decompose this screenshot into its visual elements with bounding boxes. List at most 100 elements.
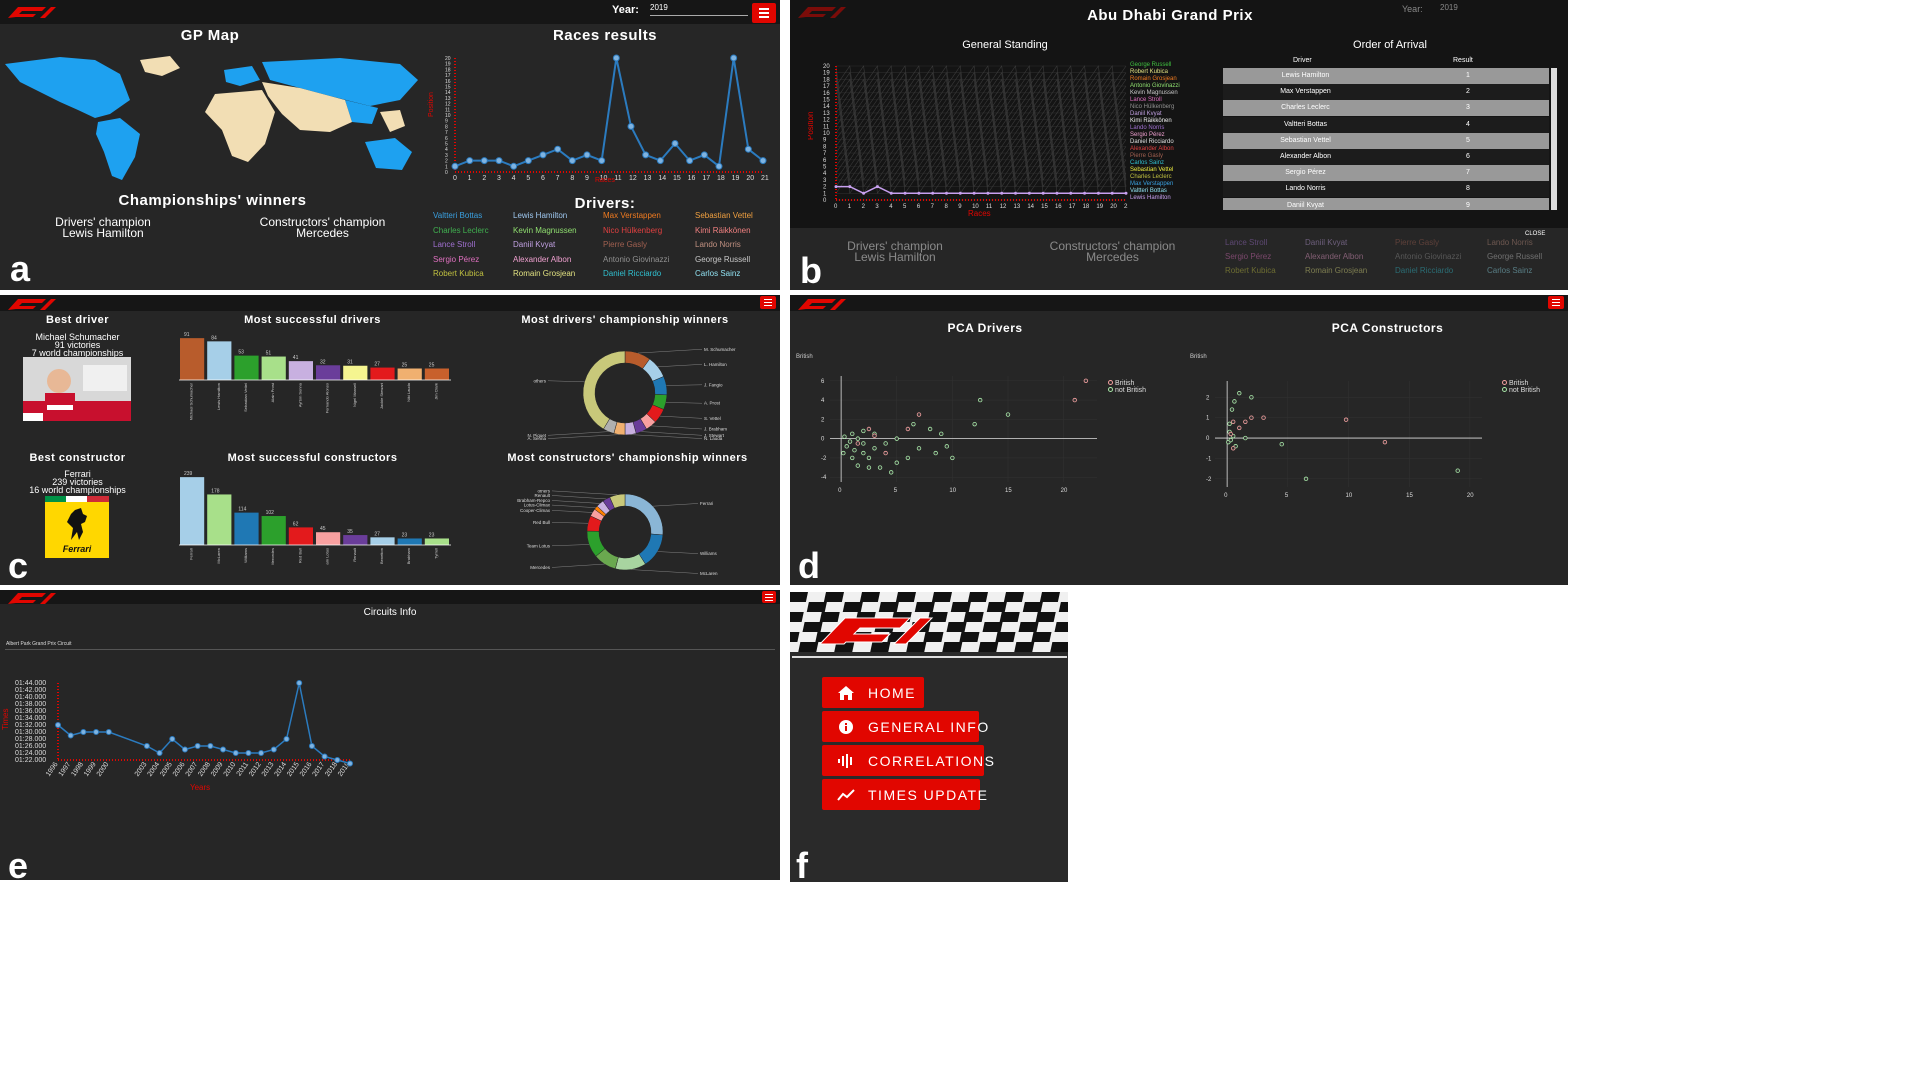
driver-legend-item[interactable]: Sergio Pérez bbox=[433, 254, 480, 264]
standing-legend-item[interactable]: Lance Stroll bbox=[1130, 97, 1162, 103]
standing-legend-item[interactable]: Daniel Ricciardo bbox=[1130, 139, 1174, 145]
bar bbox=[207, 341, 232, 380]
f1-logo-icon[interactable] bbox=[796, 5, 848, 19]
table-row[interactable]: Daniil Kvyat 9 bbox=[1223, 197, 1549, 210]
tick-label: 2 bbox=[445, 159, 448, 165]
driver-legend-item[interactable]: Antonio Giovinazzi bbox=[603, 254, 670, 264]
flag-square bbox=[823, 592, 844, 602]
tick-label: 1 bbox=[1206, 416, 1210, 422]
driver-legend-item[interactable]: Lando Norris bbox=[695, 240, 741, 249]
world-map[interactable] bbox=[0, 52, 425, 187]
tick-label: 6 bbox=[445, 136, 448, 142]
standing-legend-item[interactable]: Max Verstappen bbox=[1130, 181, 1174, 187]
menu-icon[interactable] bbox=[1548, 296, 1564, 309]
standing-legend-item[interactable]: Charles Leclerc bbox=[1130, 174, 1172, 180]
table-row[interactable]: Alexander Albon 6 bbox=[1223, 149, 1549, 165]
driver-legend-item[interactable]: Robert Kubica bbox=[433, 269, 484, 278]
constructors-bar-chart[interactable]: 239 Ferrari 178 McLaren 114 Williams 102 Merced… bbox=[175, 470, 455, 565]
driver-legend-item[interactable]: Max Verstappen bbox=[603, 211, 661, 220]
f1-logo-icon[interactable] bbox=[6, 297, 58, 311]
f1-logo-icon[interactable] bbox=[796, 297, 848, 311]
year-input[interactable]: 2019 bbox=[1440, 3, 1458, 12]
menu-item-general-info[interactable]: GENERAL INFO bbox=[822, 711, 988, 742]
table-row[interactable]: Valtteri Bottas 4 bbox=[1223, 116, 1549, 133]
driver-legend-item[interactable]: Lewis Hamilton bbox=[513, 211, 568, 220]
menu-icon[interactable] bbox=[760, 296, 776, 309]
data-point bbox=[850, 431, 855, 437]
close-button[interactable]: CLOSE bbox=[1525, 231, 1546, 237]
standing-legend-item[interactable]: Pierre Gasly bbox=[1130, 153, 1164, 159]
drivers-bar-chart[interactable]: 91 Michael Schumacher 84 Lewis Hamilton 53 Se… bbox=[175, 330, 455, 430]
circuit-select[interactable]: Albert Park Grand Prix Circuit bbox=[6, 641, 72, 647]
driver-legend-item[interactable]: Alexander Albon bbox=[513, 254, 572, 264]
data-point bbox=[972, 421, 977, 427]
driver-legend-item[interactable]: Valtteri Bottas bbox=[433, 211, 483, 220]
driver-legend-item[interactable]: Romain Grosjean bbox=[513, 269, 576, 278]
constructors-filter[interactable]: British bbox=[1190, 354, 1207, 360]
slice-label: Team Lotus bbox=[527, 543, 551, 548]
constructors-donut-chart[interactable]: Ferrari Williams McLaren Mercedes Team Lotus… bbox=[495, 490, 775, 575]
driver-legend-item[interactable]: Sebastian Vettel bbox=[695, 211, 753, 220]
standing-legend-item[interactable]: Alexander Albon bbox=[1130, 146, 1174, 152]
table-row[interactable]: Sergio Pérez 7 bbox=[1223, 165, 1549, 182]
table-row[interactable]: Lewis Hamilton 1 bbox=[1223, 68, 1549, 84]
standing-legend-item[interactable]: Robert Kubica bbox=[1130, 69, 1169, 75]
panel-d: PCA Drivers PCA Constructors British Bri… bbox=[790, 295, 1568, 585]
menu-item-correlations[interactable]: CORRELATIONS bbox=[822, 745, 994, 776]
flag-square bbox=[802, 622, 823, 632]
tick-label: 4 bbox=[821, 398, 825, 404]
table-row[interactable]: Lando Norris 8 bbox=[1223, 181, 1549, 198]
drivers-champion-value: Lewis Hamilton bbox=[62, 226, 144, 240]
f1-logo-icon[interactable] bbox=[6, 5, 58, 19]
driver-legend-item[interactable]: Daniil Kvyat bbox=[513, 240, 556, 249]
x-axis-title: Years bbox=[190, 783, 210, 792]
standing-legend-item[interactable]: Nico Hülkenberg bbox=[1130, 104, 1175, 110]
tick-label: 10 bbox=[972, 204, 979, 210]
menu-item-times-update[interactable]: TIMES UPDATE bbox=[822, 779, 987, 810]
menu-icon[interactable] bbox=[752, 3, 776, 23]
standing-legend-item[interactable]: Carlos Sainz bbox=[1130, 160, 1165, 166]
table-scrollbar[interactable] bbox=[1551, 68, 1557, 210]
tick-label: 12 bbox=[629, 175, 637, 182]
standing-legend-item[interactable]: Kevin Magnussen bbox=[1130, 90, 1178, 96]
tick-label: 2003 bbox=[134, 761, 149, 778]
standing-legend-item[interactable]: Lando Norris bbox=[1130, 125, 1165, 131]
flag-square bbox=[923, 632, 944, 642]
category-label: Jackie Stewart bbox=[379, 382, 384, 409]
table-row[interactable]: Charles Leclerc 3 bbox=[1223, 100, 1549, 117]
data-label: 25 bbox=[429, 363, 435, 369]
year-input[interactable]: 2019 bbox=[650, 3, 748, 16]
menu-item-home[interactable]: HOME bbox=[822, 677, 924, 708]
driver-legend-item[interactable]: Carlos Sainz bbox=[695, 269, 741, 278]
driver-legend-item[interactable]: Nico Hülkenberg bbox=[603, 225, 663, 235]
standing-legend-item[interactable]: Kimi Räikkönen bbox=[1130, 118, 1172, 124]
driver-legend-item[interactable]: George Russell bbox=[695, 254, 751, 264]
standing-legend-item[interactable]: Romain Grosjean bbox=[1130, 76, 1177, 82]
table-row[interactable]: Sebastian Vettel 5 bbox=[1223, 132, 1549, 149]
standing-legend-item[interactable]: Valtteri Bottas bbox=[1130, 188, 1167, 194]
standing-legend-item[interactable]: Antonio Giovinazzi bbox=[1130, 83, 1180, 89]
driver-legend-item[interactable]: Lance Stroll bbox=[433, 240, 476, 249]
standing-legend-item[interactable]: Lewis Hamilton bbox=[1130, 195, 1171, 201]
f1-logo-icon[interactable] bbox=[6, 591, 58, 605]
menu-icon[interactable] bbox=[762, 591, 776, 603]
driver-legend-item[interactable]: Kevin Magnussen bbox=[513, 225, 577, 235]
standing-legend-item[interactable]: George Russell bbox=[1130, 62, 1172, 68]
driver-legend-item[interactable]: Kimi Räikkönen bbox=[695, 225, 751, 235]
drivers-donut-chart[interactable]: M. Schumacher L. Hamilton J. Fangio A. Pros… bbox=[515, 345, 775, 440]
tick-label: 17 bbox=[702, 175, 710, 182]
table-row[interactable]: Max Verstappen 2 bbox=[1223, 84, 1549, 101]
standing-legend-item[interactable]: Sergio Pérez bbox=[1130, 132, 1165, 138]
standing-legend-item[interactable]: Daniil Kvyat bbox=[1130, 111, 1162, 117]
drivers-filter[interactable]: British bbox=[796, 354, 813, 360]
driver-legend-item[interactable]: Daniel Ricciardo bbox=[603, 269, 662, 278]
pca-drivers-scatter[interactable]: -4 -2 0 2 4 6 0 5 10 15 20 bbox=[805, 370, 1165, 500]
lap-times-chart[interactable]: 01:44.00001:42.00001:40.00001:38.00001:3… bbox=[0, 675, 380, 795]
driver-legend-item[interactable]: Pierre Gasly bbox=[603, 240, 648, 249]
standing-legend-item[interactable]: Sebastian Vettel bbox=[1130, 167, 1174, 173]
driver-legend-item[interactable]: Charles Leclerc bbox=[433, 225, 489, 235]
data-point bbox=[67, 732, 74, 739]
